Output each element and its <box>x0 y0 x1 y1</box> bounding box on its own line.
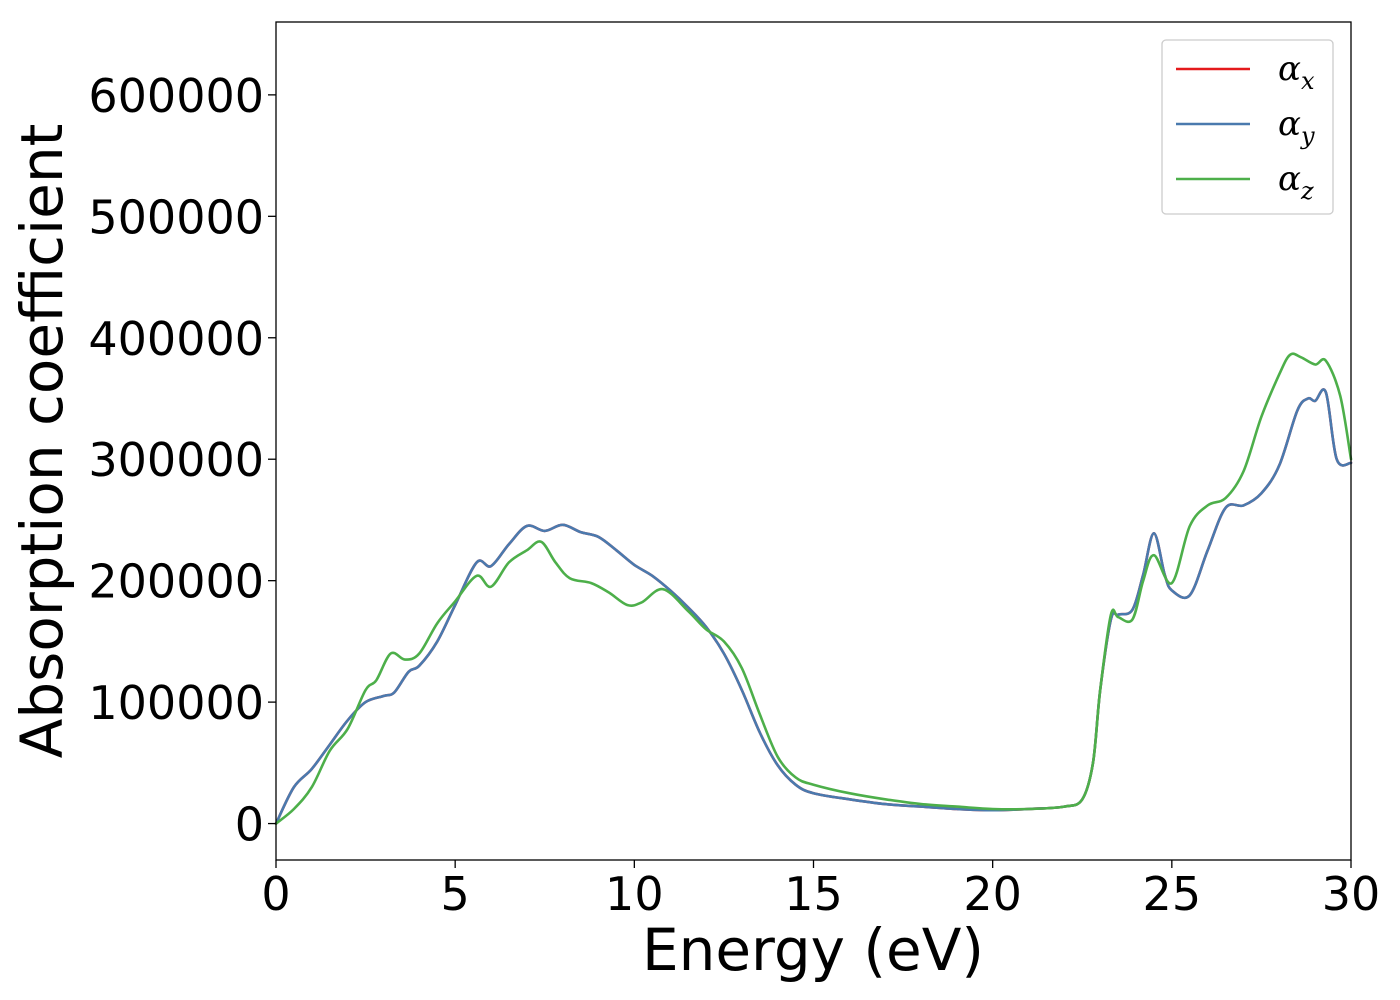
series-line-alpha-y <box>274 388 1353 825</box>
x-tick-label: 15 <box>784 867 843 921</box>
series-line-alpha-z <box>274 352 1353 825</box>
y-tick-label: 200000 <box>88 555 264 609</box>
x-axis: 0 5 10 15 20 25 30 <box>261 860 1380 921</box>
x-tick-label: 5 <box>441 867 470 921</box>
y-tick-label: 0 <box>235 798 264 852</box>
y-axis: 0 100000 200000 300000 400000 500000 600000 <box>88 69 276 852</box>
y-tick-label: 600000 <box>88 69 264 123</box>
y-tick-label: 500000 <box>88 190 264 244</box>
y-tick-label: 100000 <box>88 676 264 730</box>
x-axis-title: Energy (eV) <box>642 916 984 984</box>
series-layer <box>274 352 1353 825</box>
legend-frame <box>1161 39 1334 215</box>
x-tick-label: 20 <box>963 867 1022 921</box>
x-tick-label: 10 <box>605 867 664 921</box>
y-tick-label: 300000 <box>88 433 264 487</box>
x-tick-label: 0 <box>261 867 290 921</box>
y-axis-title: Absorption coefficient <box>8 124 76 759</box>
x-tick-label: 25 <box>1143 867 1202 921</box>
y-tick-label: 400000 <box>88 312 264 366</box>
x-tick-label: 30 <box>1322 867 1381 921</box>
